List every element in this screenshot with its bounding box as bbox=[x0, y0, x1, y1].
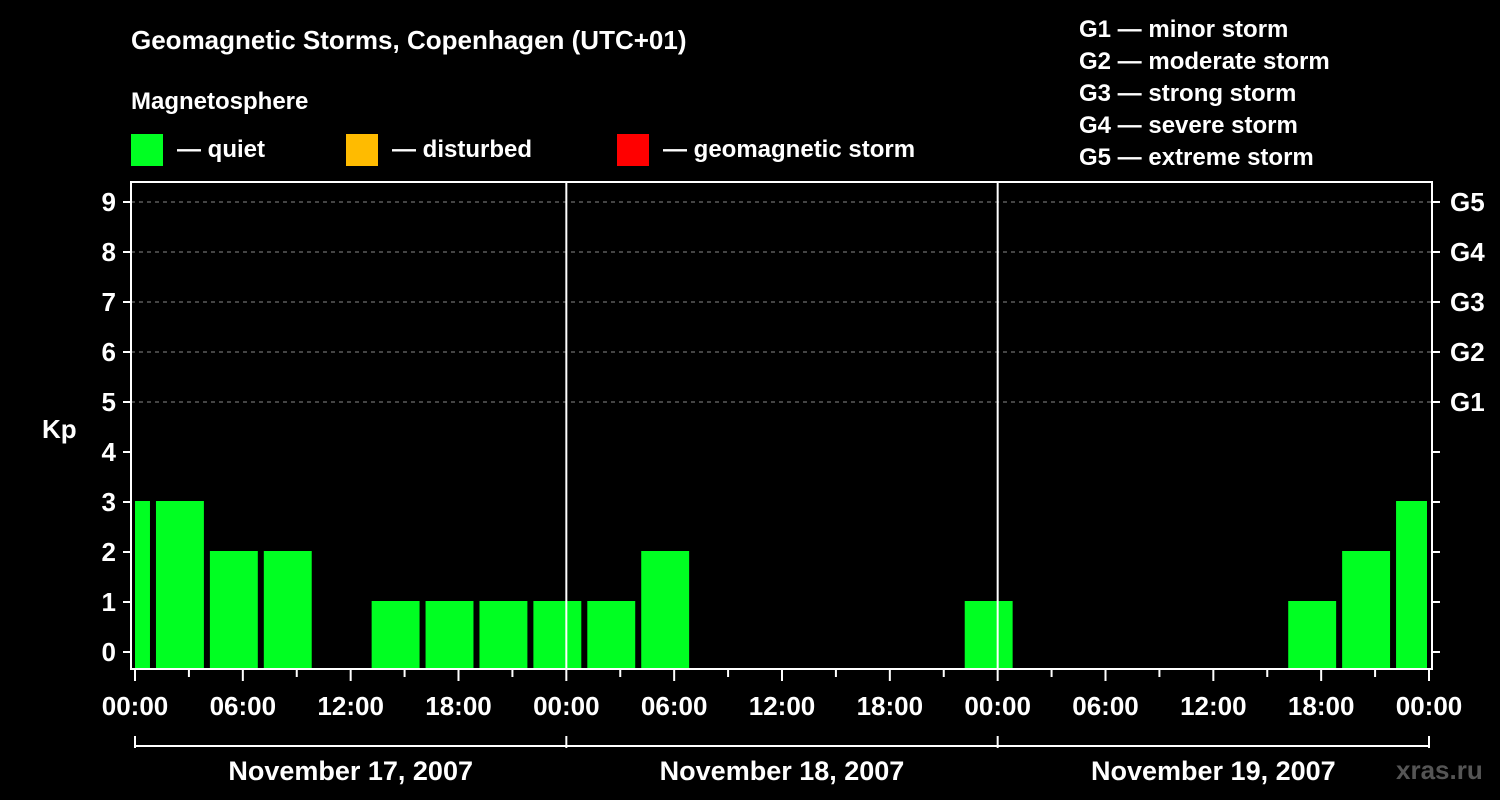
day-label: November 17, 2007 bbox=[228, 756, 473, 786]
storm-scale-entry: G3 — strong storm bbox=[1079, 80, 1296, 107]
legend-swatch-disturbed bbox=[346, 134, 378, 166]
y-tick-label: 4 bbox=[102, 437, 117, 467]
y-tick-label: 1 bbox=[102, 587, 116, 617]
kp-bar bbox=[533, 601, 582, 669]
y-tick-label: 0 bbox=[102, 637, 116, 667]
legend-swatch-storm bbox=[617, 134, 649, 166]
kp-bar bbox=[964, 601, 1013, 669]
chart-subtitle: Magnetosphere bbox=[131, 88, 308, 115]
kp-bar bbox=[135, 501, 150, 669]
storm-scale-entry: G2 — moderate storm bbox=[1079, 48, 1330, 75]
y-tick-label: 9 bbox=[102, 187, 116, 217]
x-tick-label: 18:00 bbox=[425, 691, 492, 721]
y-tick-label: 6 bbox=[102, 337, 116, 367]
y-tick-label: 8 bbox=[102, 237, 116, 267]
x-tick-label: 00:00 bbox=[533, 691, 600, 721]
bars bbox=[135, 501, 1427, 669]
storm-scale-label: G4 bbox=[1450, 237, 1485, 267]
kp-bar bbox=[155, 501, 204, 669]
x-tick-label: 12:00 bbox=[1180, 691, 1247, 721]
grid-lines bbox=[131, 201, 1432, 403]
kp-bar bbox=[641, 551, 690, 669]
x-tick-label: 00:00 bbox=[964, 691, 1031, 721]
x-tick-label: 06:00 bbox=[1072, 691, 1139, 721]
kp-bar bbox=[1342, 551, 1391, 669]
storm-scale-label: G3 bbox=[1450, 287, 1485, 317]
legend-swatch-quiet bbox=[131, 134, 163, 166]
y-axis: 0 1 2 3 4 5 6 7 8 9 bbox=[102, 187, 131, 667]
chart-title: Geomagnetic Storms, Copenhagen (UTC+01) bbox=[131, 25, 686, 55]
x-tick-label: 18:00 bbox=[857, 691, 924, 721]
x-tick-label: 00:00 bbox=[102, 691, 169, 721]
kp-bar bbox=[1396, 501, 1427, 669]
storm-scale-legend: G1 — minor storm G2 — moderate storm G3 — … bbox=[1079, 16, 1330, 171]
x-tick-label: 00:00 bbox=[1396, 691, 1463, 721]
kp-bar bbox=[263, 551, 312, 669]
kp-bar bbox=[587, 601, 636, 669]
x-axis: 00:00 06:00 12:00 18:00 00:00 06:00 12:00 18:00… bbox=[102, 669, 1463, 721]
kp-bar bbox=[1288, 601, 1337, 669]
storm-scale-entry: G4 — severe storm bbox=[1079, 112, 1298, 139]
kp-bar bbox=[209, 551, 258, 669]
y-tick-label: 2 bbox=[102, 537, 116, 567]
x-tick-label: 06:00 bbox=[641, 691, 708, 721]
storm-scale-label: G2 bbox=[1450, 337, 1485, 367]
x-tick-label: 12:00 bbox=[749, 691, 816, 721]
x-tick-label: 18:00 bbox=[1288, 691, 1355, 721]
watermark: xras.ru bbox=[1396, 755, 1483, 785]
legend-label-disturbed: — disturbed bbox=[392, 136, 532, 163]
day-labels: November 17, 2007 November 18, 2007 Novemb… bbox=[134, 736, 1430, 786]
kp-bar bbox=[479, 601, 528, 669]
y-tick-label: 7 bbox=[102, 287, 116, 317]
legend-label-storm: — geomagnetic storm bbox=[663, 136, 915, 163]
legend-label-quiet: — quiet bbox=[177, 136, 265, 163]
day-label: November 18, 2007 bbox=[660, 756, 905, 786]
y-axis-label: Kp bbox=[42, 414, 77, 444]
y-tick-label: 5 bbox=[102, 387, 116, 417]
storm-scale-axis: G1 G2 G3 G4 G5 bbox=[1432, 187, 1485, 653]
y-tick-label: 3 bbox=[102, 487, 116, 517]
storm-scale-label: G5 bbox=[1450, 187, 1485, 217]
day-label: November 19, 2007 bbox=[1091, 756, 1336, 786]
storm-scale-entry: G5 — extreme storm bbox=[1079, 144, 1314, 171]
x-tick-label: 12:00 bbox=[317, 691, 384, 721]
legend: — quiet — disturbed — geomagnetic storm bbox=[131, 134, 915, 166]
x-tick-label: 06:00 bbox=[210, 691, 277, 721]
kp-bar bbox=[425, 601, 474, 669]
kp-bar bbox=[371, 601, 420, 669]
storm-scale-label: G1 bbox=[1450, 387, 1485, 417]
storm-scale-entry: G1 — minor storm bbox=[1079, 16, 1288, 43]
day-separators bbox=[565, 182, 999, 669]
